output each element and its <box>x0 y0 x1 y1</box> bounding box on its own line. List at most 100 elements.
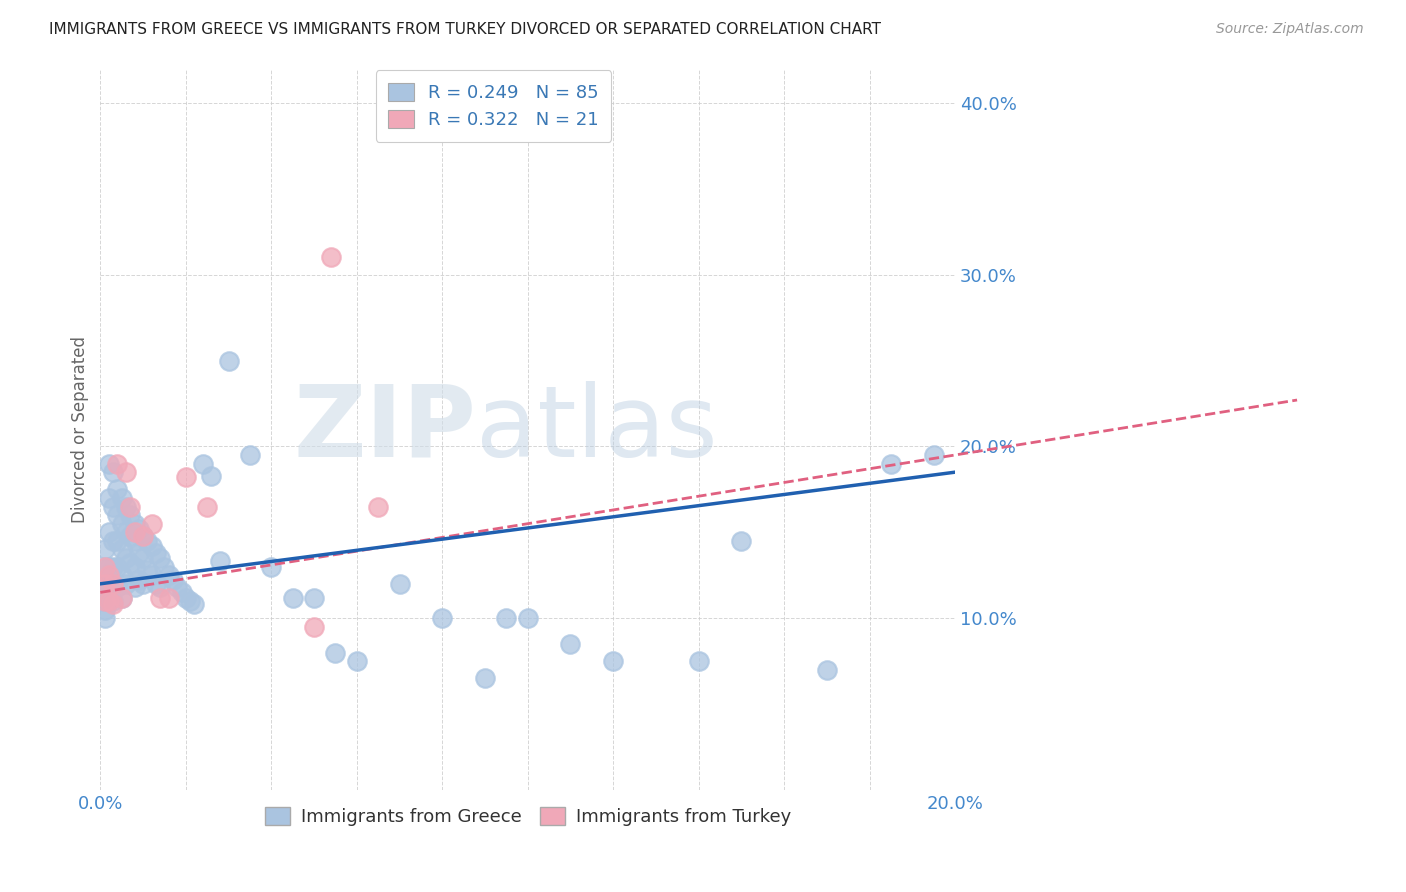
Point <box>107 533 129 548</box>
Point <box>141 516 163 531</box>
Point <box>516 611 538 625</box>
Point <box>124 533 146 548</box>
Point <box>145 576 167 591</box>
Point <box>302 620 325 634</box>
Point <box>495 611 517 625</box>
Point <box>602 654 624 668</box>
Point <box>97 525 120 540</box>
Point <box>128 546 150 560</box>
Point <box>93 559 115 574</box>
Point <box>183 598 205 612</box>
Point <box>93 602 115 616</box>
Point <box>93 576 115 591</box>
Point <box>101 598 124 612</box>
Text: IMMIGRANTS FROM GREECE VS IMMIGRANTS FROM TURKEY DIVORCED OR SEPARATED CORRELATI: IMMIGRANTS FROM GREECE VS IMMIGRANTS FRO… <box>49 22 882 37</box>
Point <box>208 554 231 568</box>
Point <box>191 457 214 471</box>
Point <box>128 574 150 588</box>
Point <box>179 594 201 608</box>
Point <box>730 533 752 548</box>
Point <box>93 542 115 557</box>
Point <box>132 529 155 543</box>
Point <box>93 559 115 574</box>
Point <box>132 576 155 591</box>
Point <box>107 483 129 497</box>
Point <box>132 551 155 566</box>
Point <box>166 580 188 594</box>
Point <box>97 568 120 582</box>
Point <box>560 637 582 651</box>
Point <box>101 533 124 548</box>
Point <box>97 576 120 591</box>
Point <box>141 568 163 582</box>
Y-axis label: Divorced or Separated: Divorced or Separated <box>72 335 89 523</box>
Point <box>174 470 197 484</box>
Point <box>195 500 218 514</box>
Point <box>115 551 138 566</box>
Point <box>115 465 138 479</box>
Point <box>815 663 838 677</box>
Point <box>145 546 167 560</box>
Point <box>115 500 138 514</box>
Point <box>132 529 155 543</box>
Point <box>170 585 193 599</box>
Point <box>388 576 411 591</box>
Point <box>120 556 142 570</box>
Point <box>432 611 454 625</box>
Point <box>162 574 184 588</box>
Text: ZIP: ZIP <box>294 381 477 478</box>
Point <box>97 585 120 599</box>
Point <box>218 353 240 368</box>
Point <box>157 568 180 582</box>
Point <box>120 508 142 522</box>
Point <box>111 542 134 557</box>
Point <box>153 559 176 574</box>
Point <box>157 591 180 605</box>
Point <box>107 457 129 471</box>
Point <box>346 654 368 668</box>
Point <box>101 500 124 514</box>
Point <box>107 508 129 522</box>
Point <box>107 580 129 594</box>
Legend: Immigrants from Greece, Immigrants from Turkey: Immigrants from Greece, Immigrants from … <box>256 797 800 835</box>
Point <box>239 448 262 462</box>
Point <box>97 559 120 574</box>
Text: atlas: atlas <box>477 381 718 478</box>
Point <box>688 654 710 668</box>
Point <box>93 576 115 591</box>
Point <box>111 491 134 505</box>
Point <box>880 457 903 471</box>
Point <box>120 529 142 543</box>
Point <box>101 465 124 479</box>
Point <box>200 468 222 483</box>
Point <box>107 559 129 574</box>
Point <box>93 594 115 608</box>
Point <box>136 563 159 577</box>
Text: Source: ZipAtlas.com: Source: ZipAtlas.com <box>1216 22 1364 37</box>
Point <box>260 559 283 574</box>
Point <box>97 594 120 608</box>
Point <box>141 539 163 553</box>
Point <box>474 671 496 685</box>
Point <box>302 591 325 605</box>
Point <box>149 580 172 594</box>
Point <box>111 568 134 582</box>
Point <box>325 646 347 660</box>
Point <box>124 525 146 540</box>
Point <box>101 594 124 608</box>
Point <box>97 594 120 608</box>
Point <box>97 457 120 471</box>
Point <box>124 559 146 574</box>
Point <box>128 522 150 536</box>
Point <box>120 500 142 514</box>
Point <box>101 559 124 574</box>
Point <box>367 500 389 514</box>
Point <box>124 516 146 531</box>
Point <box>93 594 115 608</box>
Point <box>174 591 197 605</box>
Point <box>101 576 124 591</box>
Point <box>149 551 172 566</box>
Point <box>136 533 159 548</box>
Point <box>111 516 134 531</box>
Point <box>101 576 124 591</box>
